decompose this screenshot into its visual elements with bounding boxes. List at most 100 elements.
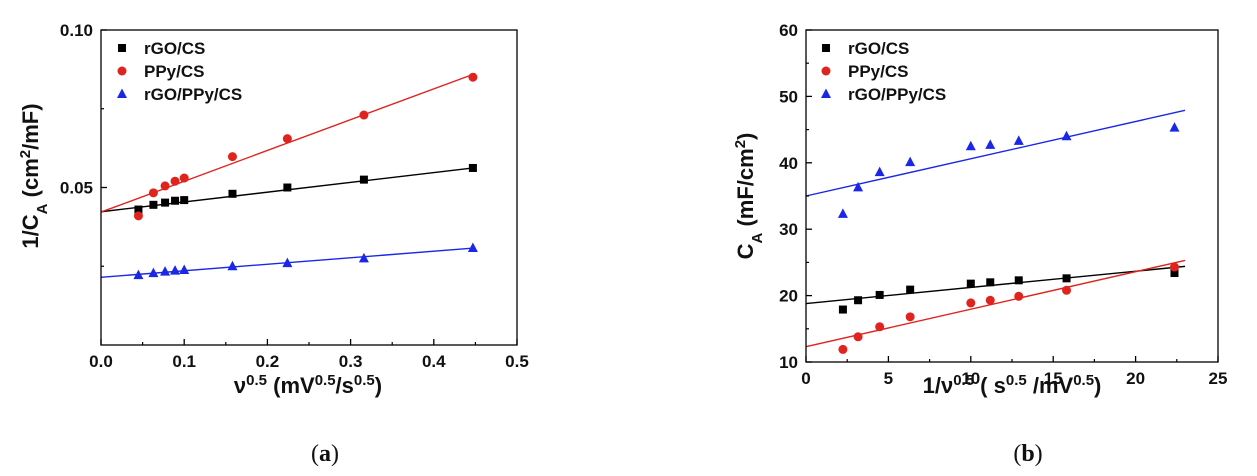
panel-a-x-tick-label: 0.5 xyxy=(505,352,529,371)
panel-a-point-rgo-cs xyxy=(228,189,237,198)
panel-a-point-rgo-cs xyxy=(468,163,477,172)
panel-a-point-rgo-ppy-cs xyxy=(148,267,159,278)
panel-b-x-tick-label: 5 xyxy=(884,369,893,388)
panel-b-legend-marker-rgo-cs xyxy=(822,44,830,52)
panel-a-chart: 0.0 0.1 0.2 0.3 0.4 0.5 0.05 0.10 1/CA (cm2/mF)… xyxy=(17,21,529,398)
panel-a-point-rgo-cs xyxy=(149,200,158,209)
panel-b-y-tick-label: 10 xyxy=(779,353,798,372)
panel-b-point-ppy-cs xyxy=(838,344,848,354)
panel-b-legend: rGO/CS PPy/CS rGO/PPy/CS xyxy=(821,39,946,104)
panel-b-axes: 0 5 10 15 20 25 10 20 30 40 50 60 xyxy=(779,21,1227,388)
panel-b-point-rgo-ppy-cs xyxy=(1169,122,1180,132)
panel-b-point-rgo-ppy-cs xyxy=(1013,135,1024,145)
panel-a-point-ppy-cs xyxy=(133,211,143,221)
panel-a-point-ppy-cs xyxy=(468,72,478,82)
panel-a-point-ppy-cs xyxy=(227,152,237,162)
panel-b-x-tick-label: 15 xyxy=(1044,369,1063,388)
panel-a-point-rgo-cs xyxy=(134,205,143,214)
panel-b-chart: 0 5 10 15 20 25 10 20 30 40 50 60 CA (mF/cm2) 1/ν0.… xyxy=(732,21,1228,398)
panel-b-point-rgo-cs xyxy=(875,290,884,299)
panel-a-x-tick-label: 0.4 xyxy=(422,352,446,371)
panel-a-point-rgo-cs xyxy=(171,196,180,205)
panel-a-legend-label-rgo-ppy-cs: rGO/PPy/CS xyxy=(144,85,242,104)
panel-b-point-rgo-ppy-cs xyxy=(874,166,885,177)
panel-b-fit-line-rgo-ppy-cs xyxy=(805,109,1186,197)
panel-a-x-tick-label: 0.2 xyxy=(256,352,280,371)
panel-b-point-rgo-cs xyxy=(906,285,915,294)
panel-b-y-tick-label: 30 xyxy=(779,220,798,239)
panel-a-point-ppy-cs xyxy=(170,176,180,186)
panel-b-point-rgo-cs xyxy=(1014,276,1023,285)
panel-b-x-tick-label: 25 xyxy=(1209,369,1228,388)
panel-b-point-ppy-cs xyxy=(966,298,976,308)
panel-a-y-tick-label: 0.10 xyxy=(60,21,93,40)
panel-b-x-tick-label: 20 xyxy=(1126,369,1145,388)
panel-b-point-ppy-cs xyxy=(905,312,915,322)
panel-b-point-rgo-ppy-cs xyxy=(837,208,848,218)
panel-b-y-tick-label: 40 xyxy=(779,154,798,173)
panel-b-legend-marker-rgo-ppy-cs xyxy=(821,88,831,98)
panel-b-point-rgo-ppy-cs xyxy=(985,139,996,149)
panel-a-point-rgo-ppy-cs xyxy=(467,242,478,252)
panel-a-marks xyxy=(100,72,478,280)
panel-a-point-rgo-ppy-cs xyxy=(358,252,369,263)
panel-b-fit-line-rgo-cs xyxy=(805,265,1186,305)
panel-b-point-ppy-cs xyxy=(1169,262,1179,272)
panel-a-legend: rGO/CS PPy/CS rGO/PPy/CS xyxy=(117,39,242,104)
panel-a-point-rgo-cs xyxy=(359,175,368,184)
panel-b-point-ppy-cs xyxy=(1062,285,1072,295)
panel-b-point-ppy-cs xyxy=(985,295,995,305)
panel-a-point-rgo-ppy-cs xyxy=(227,260,238,271)
panel-a-point-rgo-cs xyxy=(283,183,292,192)
panel-a-x-axis-label: ν0.5 (mV0.5/s0.5) xyxy=(234,372,382,399)
panel-a-legend-marker-rgo-ppy-cs xyxy=(117,88,127,98)
panel-b-x-tick-label: 0 xyxy=(801,369,810,388)
panel-b-y-tick-label: 20 xyxy=(779,287,798,306)
panel-a-point-rgo-ppy-cs xyxy=(170,265,181,275)
panel-b-y-axis-label: CA (mF/cm2) xyxy=(732,133,766,260)
panel-b-y-tick-label: 50 xyxy=(779,87,798,106)
panel-b-point-rgo-ppy-cs xyxy=(1061,130,1072,141)
panel-b-caption: (b) xyxy=(1013,441,1042,467)
panel-a-x-tick-label: 0.3 xyxy=(339,352,363,371)
panel-b-legend-marker-ppy-cs xyxy=(821,66,831,76)
panel-b-point-rgo-ppy-cs xyxy=(853,181,864,192)
panel-a-point-ppy-cs xyxy=(148,188,158,198)
panel-a-point-ppy-cs xyxy=(179,173,189,183)
panel-a-point-ppy-cs xyxy=(160,181,170,191)
panel-a-y-tick-label: 0.05 xyxy=(60,179,93,198)
panel-a-point-rgo-ppy-cs xyxy=(179,264,190,275)
panel-b-point-rgo-cs xyxy=(854,296,863,305)
panel-a-point-rgo-cs xyxy=(180,196,189,205)
panel-b-point-rgo-cs xyxy=(838,305,847,314)
panel-a-x-tick-label: 0.0 xyxy=(89,352,113,371)
panel-b-point-rgo-ppy-cs xyxy=(965,140,976,151)
panel-a-axes: 0.0 0.1 0.2 0.3 0.4 0.5 0.05 0.10 xyxy=(60,21,529,371)
panel-b-y-tick-label: 60 xyxy=(779,21,798,40)
panel-b-fit-line-ppy-cs xyxy=(805,259,1186,348)
panel-a-y-axis-label: 1/CA (cm2/mF) xyxy=(17,103,51,248)
panel-b-point-rgo-cs xyxy=(986,278,995,287)
panel-a-point-rgo-ppy-cs xyxy=(133,269,144,280)
panel-a-legend-label-rgo-cs: rGO/CS xyxy=(144,39,205,58)
panel-a-legend-marker-ppy-cs xyxy=(117,66,127,76)
panel-b-x-axis-label: 1/ν0.5 ( s0.5 /mV0.5) xyxy=(923,372,1102,399)
panel-b-x-tick-label: 10 xyxy=(961,369,980,388)
panel-b-marks xyxy=(805,109,1186,354)
panel-a-caption: (a) xyxy=(311,441,339,467)
panel-b-legend-label-rgo-cs: rGO/CS xyxy=(848,39,909,58)
panel-a-point-ppy-cs xyxy=(282,134,292,144)
panel-b-point-rgo-cs xyxy=(1062,274,1071,283)
panel-b-point-ppy-cs xyxy=(875,322,885,332)
panel-b-point-ppy-cs xyxy=(1014,291,1024,301)
panel-b-legend-label-ppy-cs: PPy/CS xyxy=(848,62,908,81)
panel-a-point-rgo-cs xyxy=(161,198,170,207)
panel-a-point-rgo-ppy-cs xyxy=(160,266,171,276)
panel-b-legend-label-rgo-ppy-cs: rGO/PPy/CS xyxy=(848,85,946,104)
panel-b-point-rgo-cs xyxy=(966,279,975,288)
panel-a-point-ppy-cs xyxy=(359,110,369,120)
panel-a-legend-marker-rgo-cs xyxy=(118,44,126,52)
panel-b-point-ppy-cs xyxy=(853,332,863,342)
panel-b-point-rgo-ppy-cs xyxy=(905,156,916,167)
